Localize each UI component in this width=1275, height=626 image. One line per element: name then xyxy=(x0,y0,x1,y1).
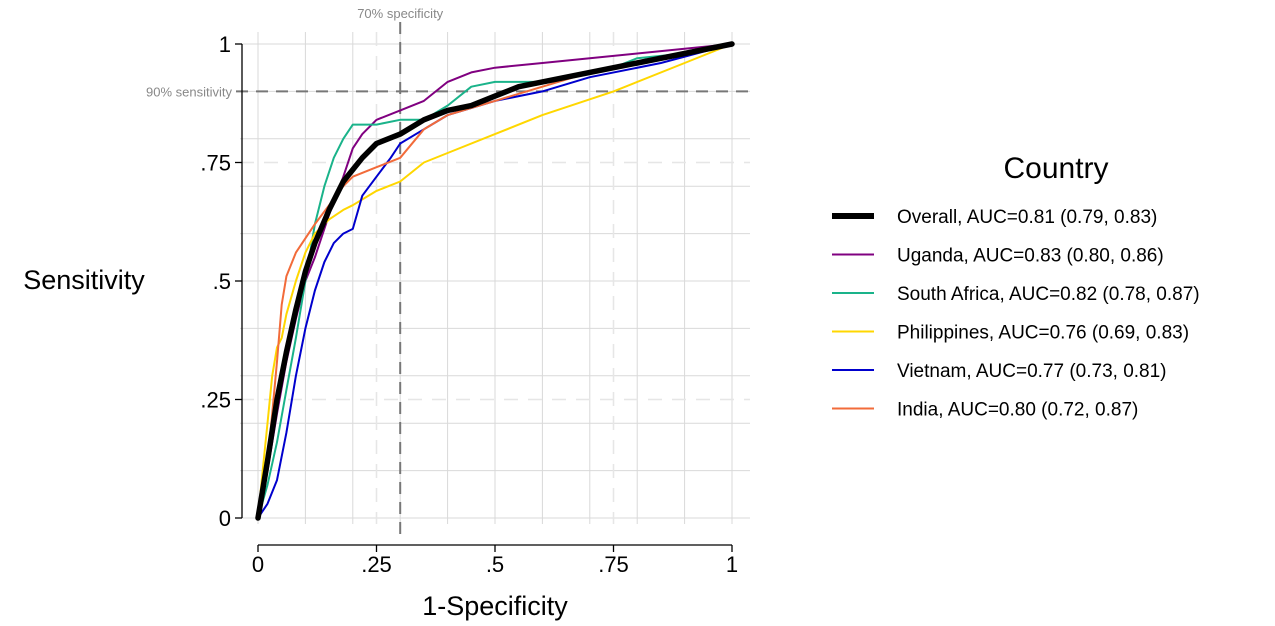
legend: Country Overall, AUC=0.81 (0.79, 0.83) Ug… xyxy=(832,152,1200,421)
x-tick-label: 0 xyxy=(252,552,264,577)
grid xyxy=(240,32,750,524)
legend-label-vietnam: Vietnam, AUC=0.77 (0.73, 0.81) xyxy=(897,361,1167,382)
series-line-vietnam xyxy=(257,43,733,519)
series-line-philippines xyxy=(257,43,733,519)
reference-lines: 70% specificity 90% sensitivity xyxy=(146,6,750,538)
x-tick-label: 1 xyxy=(726,552,738,577)
series-line-overall xyxy=(255,41,735,521)
x-tick-label: .5 xyxy=(486,552,504,577)
legend-label-philippines: Philippines, AUC=0.76 (0.69, 0.83) xyxy=(897,323,1189,344)
legend-label-india: India, AUC=0.80 (0.72, 0.87) xyxy=(897,400,1138,421)
x-axis-title: 1-Specificity xyxy=(422,591,568,621)
y-tick-label: .75 xyxy=(200,151,231,176)
x-tick-label: .25 xyxy=(361,552,392,577)
specificity-reference-label: 70% specificity xyxy=(357,6,443,21)
y-tick-label: .25 xyxy=(200,388,231,413)
y-tick-label: 0 xyxy=(219,506,231,531)
y-tick-label: .5 xyxy=(213,269,231,294)
legend-label-uganda: Uganda, AUC=0.83 (0.80, 0.86) xyxy=(897,246,1164,267)
y-tick-label: 1 xyxy=(219,32,231,57)
series-lines xyxy=(255,41,735,521)
y-axis-title: Sensitivity xyxy=(23,265,145,295)
sensitivity-reference-label: 90% sensitivity xyxy=(146,84,232,99)
legend-title: Country xyxy=(1003,152,1108,185)
legend-label-south-africa: South Africa, AUC=0.82 (0.78, 0.87) xyxy=(897,284,1200,305)
x-tick-label: .75 xyxy=(598,552,629,577)
legend-label-overall: Overall, AUC=0.81 (0.79, 0.83) xyxy=(897,207,1157,228)
axes: 0 .25 .5 .75 1 0 .25 .5 .75 1 xyxy=(200,32,738,577)
